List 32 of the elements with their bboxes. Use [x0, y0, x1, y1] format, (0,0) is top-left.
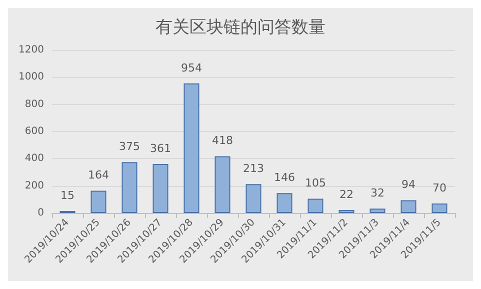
- data-label: 15: [60, 188, 74, 202]
- bar: [370, 208, 386, 213]
- data-label: 361: [150, 142, 171, 155]
- bar: [90, 190, 106, 213]
- chart-title: 有关区块链的问答数量: [156, 18, 326, 38]
- data-label: 94: [402, 178, 416, 192]
- data-label: 418: [212, 134, 233, 148]
- data-label: 70: [432, 181, 446, 194]
- data-label: 954: [181, 61, 202, 74]
- bar: [432, 203, 448, 213]
- bar: [152, 164, 168, 213]
- y-tick-label: 1000: [18, 72, 44, 83]
- data-label: 22: [340, 188, 354, 202]
- data-label: 375: [119, 140, 140, 154]
- data-label: 213: [243, 162, 264, 176]
- bar: [246, 184, 262, 213]
- data-label: 146: [274, 171, 295, 184]
- bar: [184, 83, 200, 213]
- bar: [308, 198, 324, 213]
- bar: [214, 156, 230, 213]
- y-tick-label: 1200: [18, 44, 44, 56]
- y-tick-label: 0: [38, 208, 44, 218]
- data-label: 164: [88, 168, 109, 182]
- bar: [122, 162, 138, 213]
- data-label: 105: [305, 176, 326, 190]
- data-label: 32: [370, 186, 384, 200]
- y-tick-label: 200: [24, 180, 44, 192]
- y-tick-label: 400: [24, 153, 44, 164]
- bar: [400, 200, 416, 213]
- y-tick-label: 800: [24, 98, 44, 110]
- y-tick-label: 600: [24, 126, 44, 137]
- bar: [276, 193, 292, 213]
